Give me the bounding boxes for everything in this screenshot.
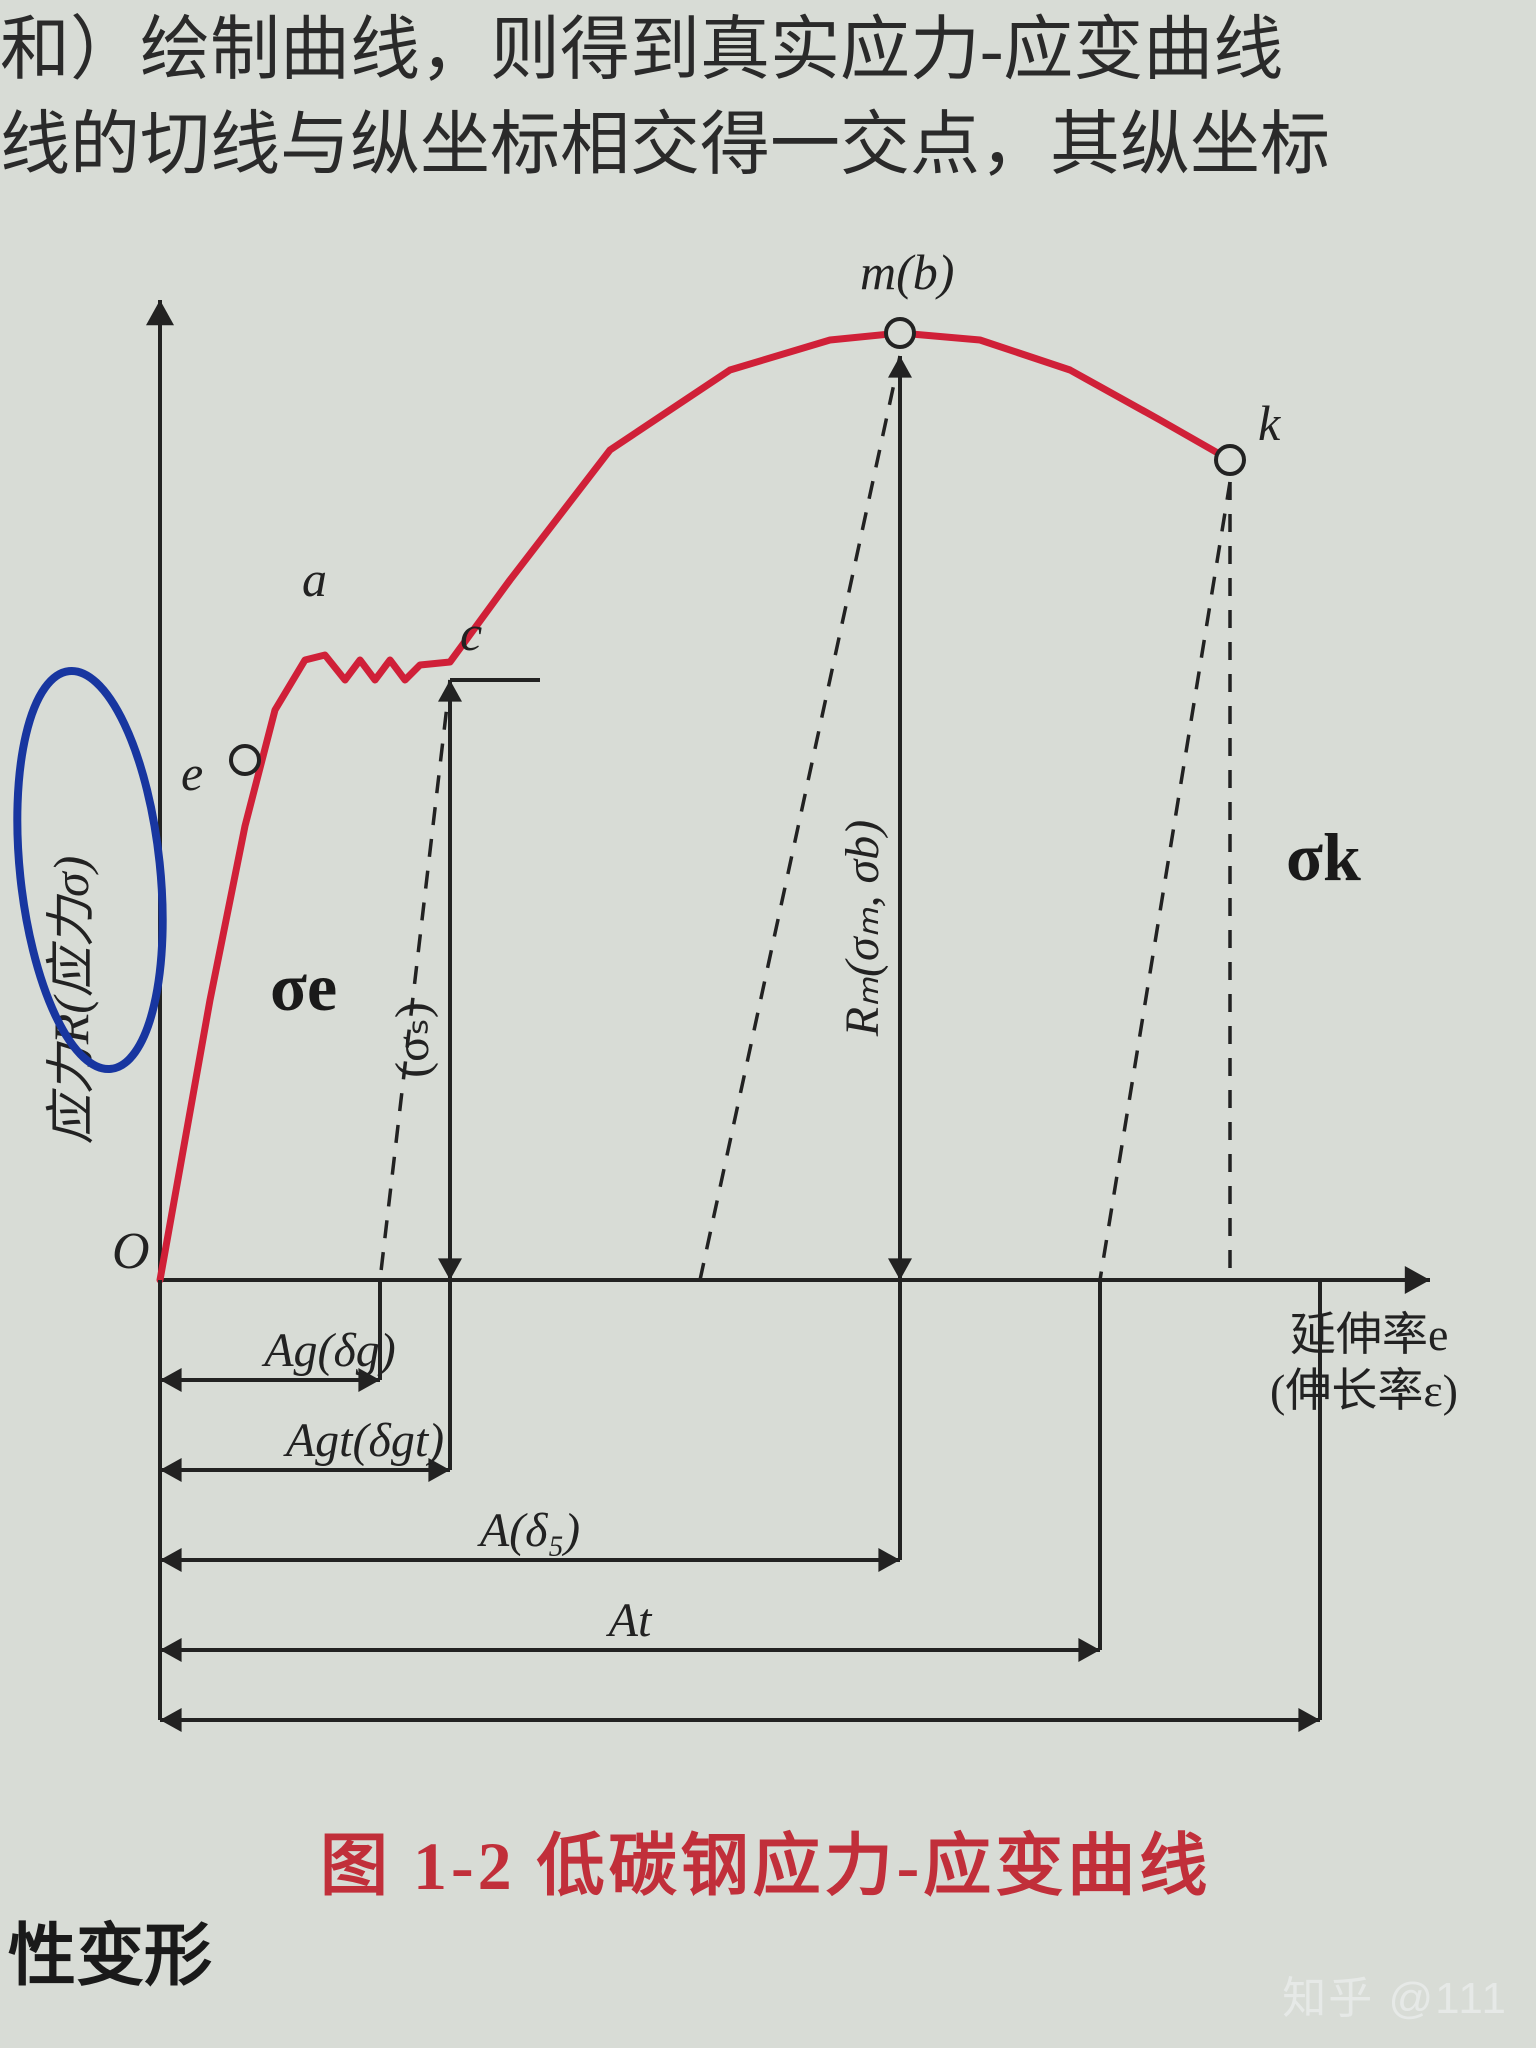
handwriting-bottom: 性变形 [8,1900,212,1999]
watermark: 知乎 @111 [1282,1962,1508,2026]
svg-text:a: a [302,551,327,607]
svg-text:σk: σk [1286,819,1361,895]
svg-text:A(δ₅): A(δ₅) [477,1504,580,1557]
svg-text:(伸长率ε): (伸长率ε) [1270,1365,1458,1416]
svg-text:σe: σe [270,949,337,1025]
svg-text:Agt(δgt): Agt(δgt) [283,1414,444,1467]
svg-text:c: c [460,605,482,661]
svg-text:(σₛ): (σₛ) [386,1002,439,1078]
svg-text:At: At [606,1594,653,1647]
svg-text:e: e [181,745,203,801]
svg-text:Rₘ(σₘ, σb): Rₘ(σₘ, σb) [836,820,889,1037]
stress-strain-chart: O应力R(应力σ)延伸率e(伸长率ε)eacm(b)k(σₛ)Rₘ(σₘ, σb… [0,0,1536,2048]
svg-text:m(b): m(b) [860,244,954,300]
svg-text:k: k [1258,395,1281,451]
svg-text:O: O [112,1223,150,1280]
svg-text:Ag(δg): Ag(δg) [261,1324,396,1377]
svg-text:延伸率e: 延伸率e [1290,1309,1448,1360]
figure-caption: 图 1-2 低碳钢应力-应变曲线 [320,1810,1211,1909]
